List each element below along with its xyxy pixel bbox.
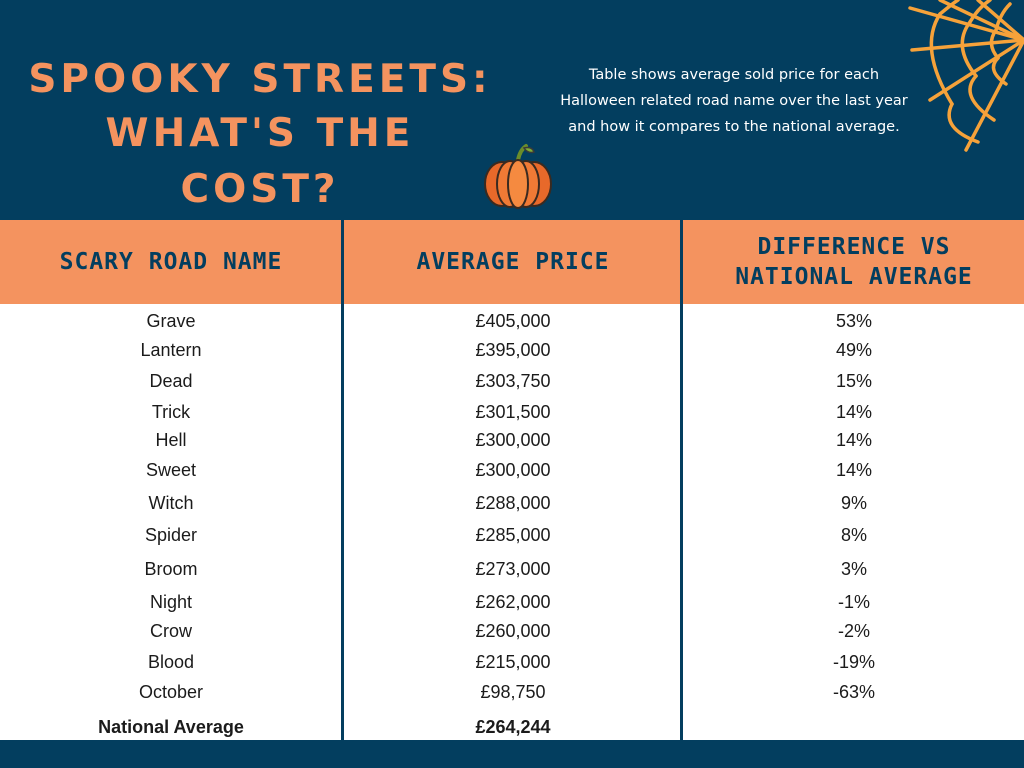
road-name-cell: Hell [155, 430, 187, 450]
column-header-difference: DIFFERENCE VS NATIONAL AVERAGE [735, 234, 973, 290]
road-name-cell: Sweet [145, 460, 197, 480]
price-table: SCARY ROAD NAME AVERAGE PRICE DIFFERENCE… [0, 220, 1024, 740]
subtitle-line-2: Halloween related road name over the las… [560, 93, 908, 109]
road-name-cell: October [138, 682, 204, 702]
subtitle: Table shows average sold price for each … [528, 62, 940, 140]
page-title-line-2: WHAT'S THE COST? [105, 111, 415, 212]
road-name-cell: Witch [148, 493, 194, 513]
pumpkin-icon [484, 144, 552, 209]
column-header-average-price: AVERAGE PRICE [416, 249, 610, 275]
difference-cell: 49% [835, 340, 873, 360]
road-name-cell: Night [149, 592, 193, 612]
average-price-cell: £288,000 [475, 493, 551, 513]
road-name-cell: Grave [146, 311, 196, 331]
difference-cell: -63% [832, 682, 876, 702]
difference-cell: 14% [835, 402, 873, 422]
road-name-cell: Broom [144, 559, 198, 579]
average-price-cell: £215,000 [475, 652, 551, 672]
average-price-cell: £405,000 [475, 311, 551, 331]
difference-cell: 3% [840, 559, 867, 579]
road-name-cell: Crow [149, 621, 192, 641]
difference-cell: 15% [835, 371, 873, 391]
difference-cell: 9% [840, 493, 867, 513]
average-price-cell: £300,000 [475, 460, 551, 480]
average-price-cell: £262,000 [475, 592, 551, 612]
average-price-cell: £260,000 [475, 621, 551, 641]
difference-cell: 8% [840, 525, 867, 545]
average-price-cell: £303,750 [475, 371, 551, 391]
road-name-cell: Blood [147, 652, 195, 672]
average-price-cell: £285,000 [475, 525, 551, 545]
difference-cell: -1% [837, 592, 870, 612]
subtitle-line-3: and how it compares to the national aver… [568, 119, 900, 135]
difference-cell: -2% [837, 621, 870, 641]
footer-bar [0, 740, 1024, 768]
average-price-cell: £273,000 [475, 559, 551, 579]
national-average-price: £264,244 [475, 717, 551, 737]
road-name-cell: Trick [151, 402, 191, 422]
national-average-label: National Average [98, 717, 244, 737]
average-price-cell: £98,750 [480, 682, 546, 702]
difference-cell: 14% [835, 430, 873, 450]
difference-cell: -19% [832, 652, 876, 672]
header: SPOOKY STREETS: WHAT'S THE COST? Table s… [0, 0, 1024, 220]
column-divider [341, 220, 344, 740]
national-average-difference [684, 715, 1024, 739]
average-price-cell: £301,500 [475, 402, 551, 422]
column-header-road-name: SCARY ROAD NAME [59, 249, 283, 275]
difference-cell: 53% [835, 311, 873, 331]
table-header: SCARY ROAD NAME AVERAGE PRICE DIFFERENCE… [0, 220, 1024, 304]
average-price-cell: £300,000 [475, 430, 551, 450]
difference-cell: 14% [835, 460, 873, 480]
average-price-cell: £395,000 [475, 340, 551, 360]
road-name-cell: Lantern [140, 340, 202, 360]
subtitle-line-1: Table shows average sold price for each [588, 67, 880, 83]
road-name-cell: Dead [149, 371, 193, 391]
column-divider [680, 220, 683, 740]
page-title-line-1: SPOOKY STREETS: [28, 57, 492, 102]
spider-web-icon [908, 0, 1024, 152]
road-name-cell: Spider [144, 525, 198, 545]
